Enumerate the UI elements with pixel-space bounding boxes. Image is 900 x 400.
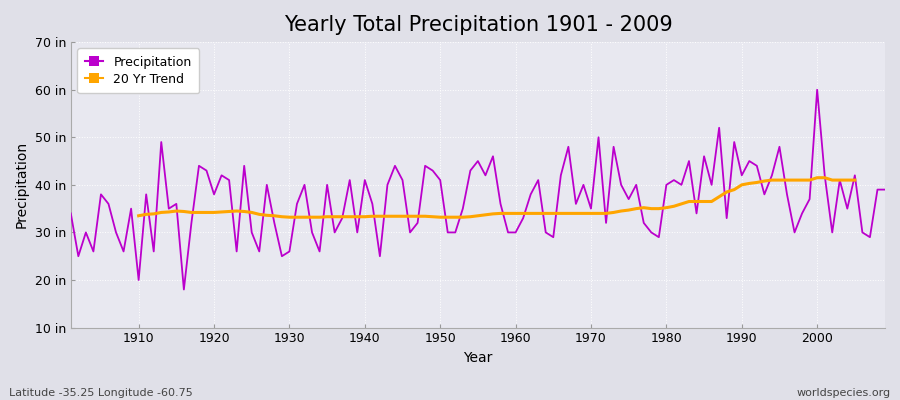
Text: Latitude -35.25 Longitude -60.75: Latitude -35.25 Longitude -60.75 — [9, 388, 193, 398]
Legend: Precipitation, 20 Yr Trend: Precipitation, 20 Yr Trend — [77, 48, 199, 93]
Text: worldspecies.org: worldspecies.org — [796, 388, 891, 398]
X-axis label: Year: Year — [464, 351, 492, 365]
Title: Yearly Total Precipitation 1901 - 2009: Yearly Total Precipitation 1901 - 2009 — [284, 15, 672, 35]
Y-axis label: Precipitation: Precipitation — [15, 141, 29, 228]
